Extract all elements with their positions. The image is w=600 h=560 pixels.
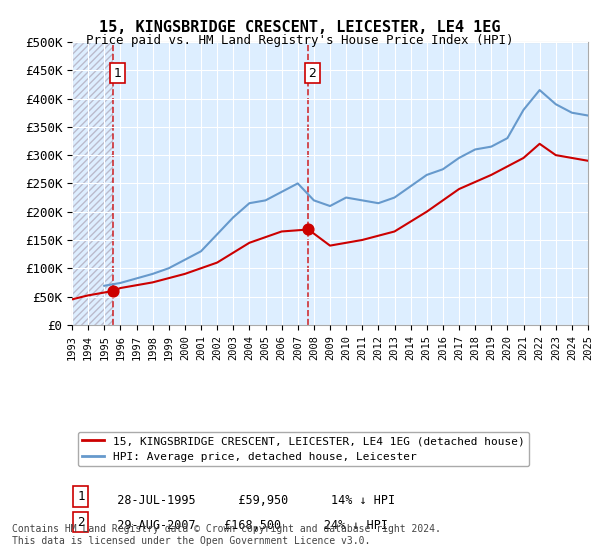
15, KINGSBRIDGE CRESCENT, LEICESTER, LE4 1EG (detached house): [181, 270, 188, 277]
15, KINGSBRIDGE CRESCENT, LEICESTER, LE4 1EG (detached house): [568, 155, 575, 161]
HPI: Average price, detached house, Leicester: (2.01e+03, 2.25e+05): Average price, detached house, Leicester…: [343, 194, 350, 201]
HPI: Average price, detached house, Leicester: (2e+03, 1.9e+05): Average price, detached house, Leicester…: [230, 214, 237, 221]
HPI: Average price, detached house, Leicester: (2.01e+03, 2.1e+05): Average price, detached house, Leicester…: [326, 203, 334, 209]
15, KINGSBRIDGE CRESCENT, LEICESTER, LE4 1EG (detached house): [359, 237, 366, 244]
HPI: Average price, detached house, Leicester: (2.01e+03, 2.2e+05): Average price, detached house, Leicester…: [310, 197, 317, 204]
15, KINGSBRIDGE CRESCENT, LEICESTER, LE4 1EG (detached house): [68, 296, 76, 303]
15, KINGSBRIDGE CRESCENT, LEICESTER, LE4 1EG (detached house): [246, 240, 253, 246]
Text: 2: 2: [77, 516, 85, 529]
HPI: Average price, detached house, Leicester: (2.02e+03, 3.9e+05): Average price, detached house, Leicester…: [552, 101, 559, 108]
15, KINGSBRIDGE CRESCENT, LEICESTER, LE4 1EG (detached house): [423, 208, 430, 215]
HPI: Average price, detached house, Leicester: (2.01e+03, 2.5e+05): Average price, detached house, Leicester…: [294, 180, 301, 187]
Text: 28-JUL-1995      £59,950      14% ↓ HPI: 28-JUL-1995 £59,950 14% ↓ HPI: [103, 493, 395, 507]
HPI: Average price, detached house, Leicester: (2.01e+03, 2.45e+05): Average price, detached house, Leicester…: [407, 183, 414, 190]
15, KINGSBRIDGE CRESCENT, LEICESTER, LE4 1EG (detached house): [536, 141, 543, 147]
15, KINGSBRIDGE CRESCENT, LEICESTER, LE4 1EG (detached house): [305, 226, 312, 233]
15, KINGSBRIDGE CRESCENT, LEICESTER, LE4 1EG (detached house): [584, 157, 592, 164]
HPI: Average price, detached house, Leicester: (2.02e+03, 2.65e+05): Average price, detached house, Leicester…: [423, 171, 430, 178]
Line: HPI: Average price, detached house, Leicester: HPI: Average price, detached house, Leic…: [104, 90, 588, 286]
Text: 29-AUG-2007    £168,500      24% ↓ HPI: 29-AUG-2007 £168,500 24% ↓ HPI: [103, 519, 388, 532]
HPI: Average price, detached house, Leicester: (2.01e+03, 2.15e+05): Average price, detached house, Leicester…: [375, 200, 382, 207]
Text: 2: 2: [308, 67, 316, 80]
15, KINGSBRIDGE CRESCENT, LEICESTER, LE4 1EG (detached house): [278, 228, 285, 235]
15, KINGSBRIDGE CRESCENT, LEICESTER, LE4 1EG (detached house): [391, 228, 398, 235]
HPI: Average price, detached house, Leicester: (2e+03, 2.2e+05): Average price, detached house, Leicester…: [262, 197, 269, 204]
Line: 15, KINGSBRIDGE CRESCENT, LEICESTER, LE4 1EG (detached house): 15, KINGSBRIDGE CRESCENT, LEICESTER, LE4…: [72, 144, 588, 300]
Text: Price paid vs. HM Land Registry's House Price Index (HPI): Price paid vs. HM Land Registry's House …: [86, 34, 514, 46]
HPI: Average price, detached house, Leicester: (2e+03, 2.15e+05): Average price, detached house, Leicester…: [246, 200, 253, 207]
HPI: Average price, detached house, Leicester: (2.02e+03, 3.15e+05): Average price, detached house, Leicester…: [488, 143, 495, 150]
15, KINGSBRIDGE CRESCENT, LEICESTER, LE4 1EG (detached house): [552, 152, 559, 158]
HPI: Average price, detached house, Leicester: (2e+03, 8.2e+04): Average price, detached house, Leicester…: [133, 275, 140, 282]
HPI: Average price, detached house, Leicester: (2e+03, 6.9e+04): Average price, detached house, Leicester…: [101, 282, 108, 289]
HPI: Average price, detached house, Leicester: (2e+03, 1.6e+05): Average price, detached house, Leicester…: [214, 231, 221, 237]
HPI: Average price, detached house, Leicester: (2.02e+03, 3.8e+05): Average price, detached house, Leicester…: [520, 106, 527, 113]
15, KINGSBRIDGE CRESCENT, LEICESTER, LE4 1EG (detached house): [326, 242, 334, 249]
HPI: Average price, detached house, Leicester: (2.02e+03, 3.1e+05): Average price, detached house, Leicester…: [472, 146, 479, 153]
Point: [109, 286, 118, 295]
Text: 1: 1: [113, 67, 121, 80]
HPI: Average price, detached house, Leicester: (2e+03, 1.15e+05): Average price, detached house, Leicester…: [181, 256, 188, 263]
15, KINGSBRIDGE CRESCENT, LEICESTER, LE4 1EG (detached house): [488, 171, 495, 178]
HPI: Average price, detached house, Leicester: (2e+03, 1e+05): Average price, detached house, Leicester…: [165, 265, 172, 272]
HPI: Average price, detached house, Leicester: (2.02e+03, 3.3e+05): Average price, detached house, Leicester…: [504, 135, 511, 142]
HPI: Average price, detached house, Leicester: (2.02e+03, 2.75e+05): Average price, detached house, Leicester…: [439, 166, 446, 172]
HPI: Average price, detached house, Leicester: (2.01e+03, 2.2e+05): Average price, detached house, Leicester…: [359, 197, 366, 204]
HPI: Average price, detached house, Leicester: (2e+03, 7.4e+04): Average price, detached house, Leicester…: [117, 279, 124, 286]
Text: 1: 1: [77, 490, 85, 503]
HPI: Average price, detached house, Leicester: (2.02e+03, 2.95e+05): Average price, detached house, Leicester…: [455, 155, 463, 161]
HPI: Average price, detached house, Leicester: (2.01e+03, 2.25e+05): Average price, detached house, Leicester…: [391, 194, 398, 201]
15, KINGSBRIDGE CRESCENT, LEICESTER, LE4 1EG (detached house): [455, 186, 463, 193]
HPI: Average price, detached house, Leicester: (2e+03, 1.3e+05): Average price, detached house, Leicester…: [197, 248, 205, 255]
HPI: Average price, detached house, Leicester: (2.02e+03, 3.75e+05): Average price, detached house, Leicester…: [568, 109, 575, 116]
Legend: 15, KINGSBRIDGE CRESCENT, LEICESTER, LE4 1EG (detached house), HPI: Average pric: 15, KINGSBRIDGE CRESCENT, LEICESTER, LE4…: [77, 432, 529, 466]
HPI: Average price, detached house, Leicester: (2e+03, 9e+04): Average price, detached house, Leicester…: [149, 270, 156, 277]
15, KINGSBRIDGE CRESCENT, LEICESTER, LE4 1EG (detached house): [117, 284, 124, 291]
15, KINGSBRIDGE CRESCENT, LEICESTER, LE4 1EG (detached house): [110, 287, 117, 294]
HPI: Average price, detached house, Leicester: (2.02e+03, 3.7e+05): Average price, detached house, Leicester…: [584, 112, 592, 119]
HPI: Average price, detached house, Leicester: (2.01e+03, 2.35e+05): Average price, detached house, Leicester…: [278, 189, 285, 195]
15, KINGSBRIDGE CRESCENT, LEICESTER, LE4 1EG (detached house): [149, 279, 156, 286]
15, KINGSBRIDGE CRESCENT, LEICESTER, LE4 1EG (detached house): [85, 292, 92, 298]
15, KINGSBRIDGE CRESCENT, LEICESTER, LE4 1EG (detached house): [520, 155, 527, 161]
HPI: Average price, detached house, Leicester: (2.02e+03, 4.15e+05): Average price, detached house, Leicester…: [536, 87, 543, 94]
Text: Contains HM Land Registry data © Crown copyright and database right 2024.
This d: Contains HM Land Registry data © Crown c…: [12, 524, 441, 546]
Text: 15, KINGSBRIDGE CRESCENT, LEICESTER, LE4 1EG: 15, KINGSBRIDGE CRESCENT, LEICESTER, LE4…: [99, 20, 501, 35]
15, KINGSBRIDGE CRESCENT, LEICESTER, LE4 1EG (detached house): [214, 259, 221, 266]
Point: [304, 225, 313, 234]
